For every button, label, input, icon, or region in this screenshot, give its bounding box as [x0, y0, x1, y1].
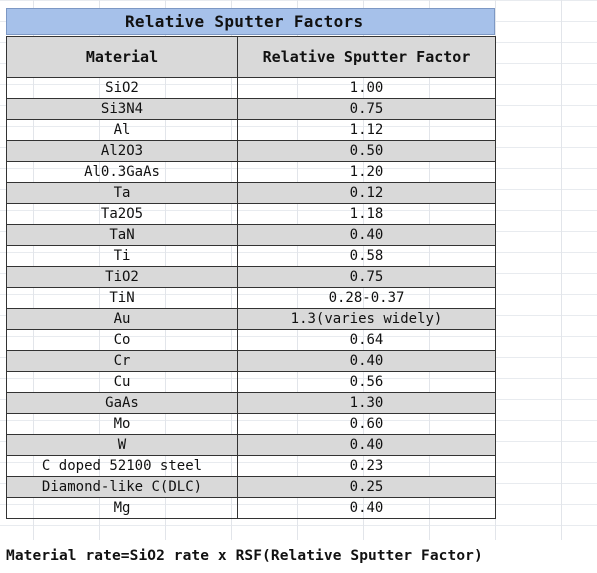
factor-cell[interactable]: 0.40 [237, 497, 496, 519]
material-cell[interactable]: TaN [6, 224, 238, 246]
table-row: Mg 0.40 [6, 497, 496, 519]
material-cell[interactable]: Cr [6, 350, 238, 372]
material-cell[interactable]: Co [6, 329, 238, 351]
factor-cell[interactable]: 1.20 [237, 161, 496, 183]
factor-cell[interactable]: 0.75 [237, 266, 496, 288]
factor-cell[interactable]: 1.18 [237, 203, 496, 225]
factor-cell[interactable]: 0.64 [237, 329, 496, 351]
material-cell[interactable]: Ti [6, 245, 238, 267]
material-cell[interactable]: C doped 52100 steel [6, 455, 238, 477]
material-cell[interactable]: Al [6, 119, 238, 141]
table-row: Ta 0.12 [6, 182, 496, 204]
material-cell[interactable]: Si3N4 [6, 98, 238, 120]
table-row: Au 1.3(varies widely) [6, 308, 496, 330]
material-cell[interactable]: TiO2 [6, 266, 238, 288]
factor-cell[interactable]: 0.40 [237, 434, 496, 456]
material-cell[interactable]: Diamond-like C(DLC) [6, 476, 238, 498]
material-cell[interactable]: Al0.3GaAs [6, 161, 238, 183]
table-row: Cu 0.56 [6, 371, 496, 393]
factor-cell[interactable]: 0.12 [237, 182, 496, 204]
factor-cell[interactable]: 0.60 [237, 413, 496, 435]
factor-cell[interactable]: 0.75 [237, 98, 496, 120]
factor-cell[interactable]: 0.50 [237, 140, 496, 162]
factor-cell[interactable]: 1.00 [237, 77, 496, 99]
table-row: Ta2O5 1.18 [6, 203, 496, 225]
header-material[interactable]: Material [6, 36, 238, 78]
table-row: W 0.40 [6, 434, 496, 456]
material-cell[interactable]: Au [6, 308, 238, 330]
material-cell[interactable]: GaAs [6, 392, 238, 414]
material-cell[interactable]: Cu [6, 371, 238, 393]
table-row: GaAs 1.30 [6, 392, 496, 414]
table-row: Co 0.64 [6, 329, 496, 351]
table-row: SiO2 1.00 [6, 77, 496, 99]
table-row: C doped 52100 steel 0.23 [6, 455, 496, 477]
table-row: TiO2 0.75 [6, 266, 496, 288]
table-body: SiO2 1.00 Si3N4 0.75 Al 1.12 Al2O3 0.50 Al0.3GaA… [6, 77, 496, 519]
table-row: Al0.3GaAs 1.20 [6, 161, 496, 183]
table-row: TiN 0.28-0.37 [6, 287, 496, 309]
material-cell[interactable]: SiO2 [6, 77, 238, 99]
material-cell[interactable]: TiN [6, 287, 238, 309]
factor-cell[interactable]: 1.3(varies widely) [237, 308, 496, 330]
factor-cell[interactable]: 0.25 [237, 476, 496, 498]
table-title[interactable]: Relative Sputter Factors [6, 8, 495, 35]
factor-cell[interactable]: 0.58 [237, 245, 496, 267]
header-row: Material Relative Sputter Factor [6, 36, 496, 78]
factor-cell[interactable]: 0.28-0.37 [237, 287, 496, 309]
material-cell[interactable]: Al2O3 [6, 140, 238, 162]
factor-cell[interactable]: 0.40 [237, 350, 496, 372]
table-row: Diamond-like C(DLC) 0.25 [6, 476, 496, 498]
factor-cell[interactable]: 0.56 [237, 371, 496, 393]
factor-cell[interactable]: 0.40 [237, 224, 496, 246]
table-row: TaN 0.40 [6, 224, 496, 246]
material-cell[interactable]: Ta [6, 182, 238, 204]
footer-area [0, 540, 597, 573]
sputter-factor-table: Material Relative Sputter Factor SiO2 1.0… [6, 36, 496, 519]
header-factor[interactable]: Relative Sputter Factor [237, 36, 496, 78]
material-cell[interactable]: Mo [6, 413, 238, 435]
table-row: Al 1.12 [6, 119, 496, 141]
formula-note[interactable]: Material rate=SiO2 rate x RSF(Relative S… [6, 548, 483, 564]
material-cell[interactable]: Mg [6, 497, 238, 519]
factor-cell[interactable]: 1.30 [237, 392, 496, 414]
factor-cell[interactable]: 0.23 [237, 455, 496, 477]
table-row: Mo 0.60 [6, 413, 496, 435]
table-row: Cr 0.40 [6, 350, 496, 372]
table-row: Al2O3 0.50 [6, 140, 496, 162]
table-row: Ti 0.58 [6, 245, 496, 267]
material-cell[interactable]: W [6, 434, 238, 456]
table-row: Si3N4 0.75 [6, 98, 496, 120]
table-title-text: Relative Sputter Factors [125, 12, 364, 31]
material-cell[interactable]: Ta2O5 [6, 203, 238, 225]
factor-cell[interactable]: 1.12 [237, 119, 496, 141]
